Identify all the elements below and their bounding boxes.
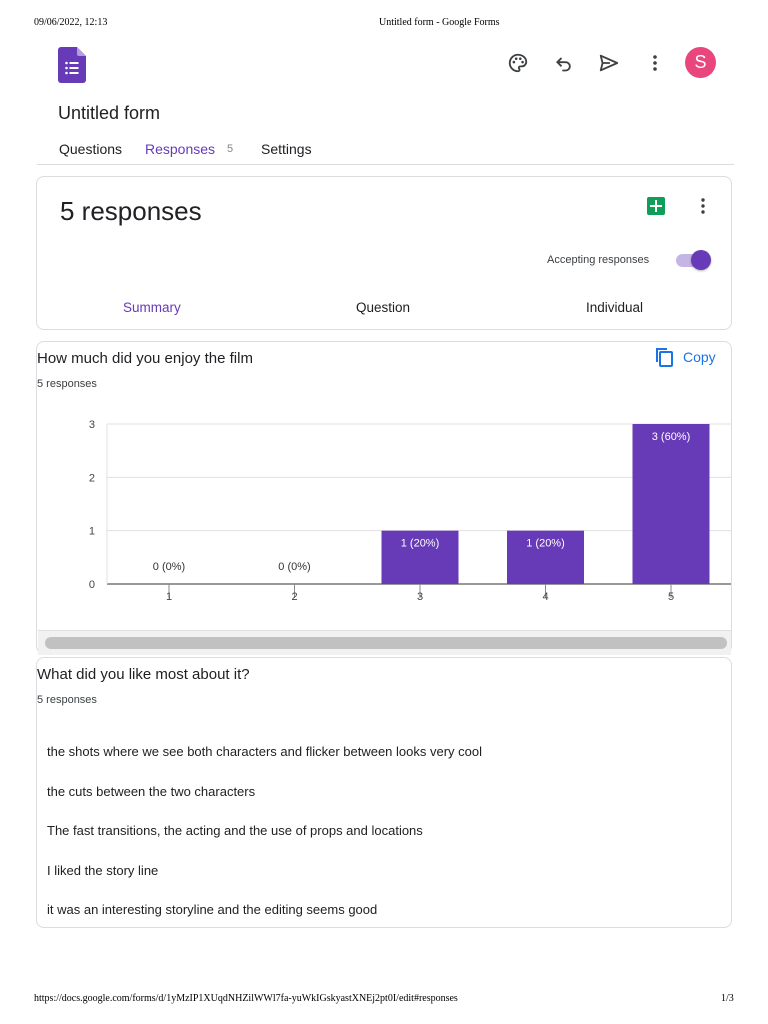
bar: [507, 530, 584, 584]
undo-icon[interactable]: [551, 50, 577, 76]
answer-item: I liked the story line: [47, 863, 159, 878]
responses-more-icon[interactable]: [693, 196, 713, 216]
x-tick-label: 5: [668, 591, 674, 603]
palette-icon[interactable]: [505, 50, 531, 76]
responses-count-heading: 5 responses: [60, 196, 202, 226]
responses-card: 5 responses Accepting responses Summary …: [36, 176, 732, 330]
bar-data-label: 3 (60%): [652, 431, 691, 443]
accepting-responses-label: Accepting responses: [547, 254, 650, 266]
accepting-responses-toggle[interactable]: [674, 249, 712, 271]
nav-divider: [37, 164, 734, 165]
tab-individual[interactable]: Individual: [586, 300, 644, 315]
x-tick-label: 3: [417, 591, 423, 603]
tab-settings[interactable]: Settings: [261, 141, 312, 157]
scrollbar-thumb[interactable]: [45, 637, 727, 649]
user-avatar[interactable]: S: [685, 47, 716, 78]
x-tick-label: 2: [291, 591, 297, 603]
answer-item: it was an interesting storyline and the …: [47, 902, 378, 917]
y-tick-label: 2: [89, 472, 95, 484]
x-tick-label: 4: [542, 591, 548, 603]
question-response-count: 5 responses: [37, 378, 97, 390]
tab-responses[interactable]: Responses: [145, 141, 216, 157]
bar-data-label: 0 (0%): [278, 561, 310, 573]
print-doc-title: Untitled form - Google Forms: [379, 17, 500, 28]
print-datetime: 09/06/2022, 12:13: [34, 17, 108, 28]
tab-summary[interactable]: Summary: [123, 300, 181, 315]
x-tick-label: 1: [166, 591, 172, 603]
tab-questions[interactable]: Questions: [59, 141, 123, 157]
sheets-icon[interactable]: [646, 196, 666, 216]
print-url: https://docs.google.com/forms/d/1yMzIP1X…: [34, 993, 458, 1004]
bar-data-label: 1 (20%): [401, 538, 440, 550]
answer-item: the shots where we see both characters a…: [47, 744, 483, 759]
send-icon[interactable]: [596, 50, 622, 76]
google-forms-logo[interactable]: [58, 47, 86, 83]
y-tick-label: 0: [89, 579, 95, 591]
y-tick-label: 1: [89, 526, 95, 538]
toggle-knob: [691, 250, 711, 270]
y-tick-label: 3: [89, 419, 95, 431]
copy-label: Copy: [683, 349, 716, 365]
bar-data-label: 0 (0%): [153, 561, 185, 573]
question-card-1: How much did you enjoy the film 5 respon…: [36, 341, 732, 655]
question-card-2: What did you like most about it? 5 respo…: [36, 657, 732, 928]
copy-chart-button[interactable]: Copy: [654, 347, 716, 367]
answer-item: the cuts between the two characters: [47, 784, 256, 799]
bar-data-label: 1 (20%): [526, 538, 565, 550]
answer-item: The fast transitions, the acting and the…: [47, 823, 423, 838]
form-title[interactable]: Untitled form: [58, 103, 161, 123]
question-title-2: What did you like most about it?: [37, 666, 250, 683]
question-response-count-2: 5 responses: [37, 694, 97, 706]
chart-horizontal-scrollbar[interactable]: [38, 630, 731, 655]
tab-question[interactable]: Question: [356, 300, 411, 315]
copy-icon: [656, 348, 673, 367]
responses-count-badge: 5: [227, 143, 234, 155]
rating-bar-chart: 0 1 2 3 1 0 (0%) 2 0 (0%) 3 1 (20%) 4 1 (20%) 5 3 (60…: [89, 419, 731, 603]
question-title: How much did you enjoy the film: [37, 350, 253, 367]
more-vert-icon[interactable]: [642, 50, 668, 76]
bar: [632, 424, 710, 584]
print-page-number: 1/3: [721, 993, 734, 1004]
bar: [381, 530, 459, 584]
